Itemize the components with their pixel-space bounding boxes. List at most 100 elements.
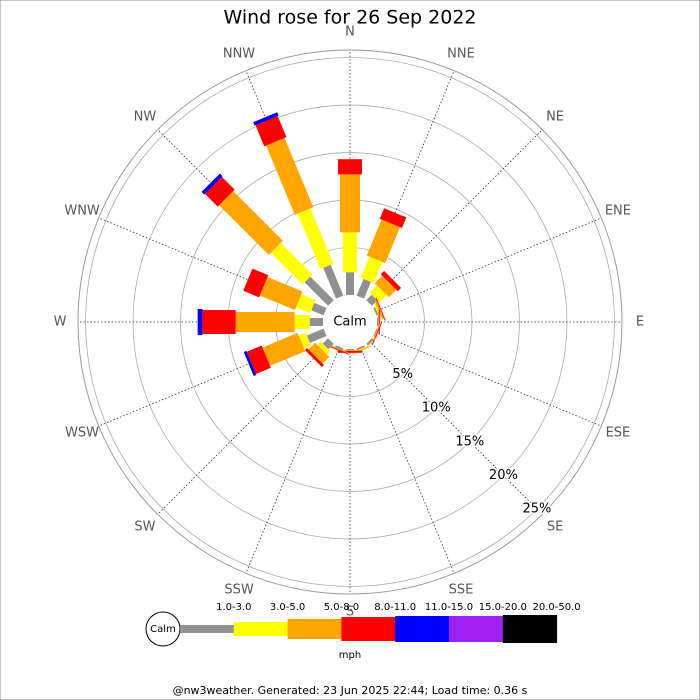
bar-segment bbox=[375, 298, 386, 321]
bar-segment bbox=[366, 219, 401, 264]
ring-label: 10% bbox=[422, 401, 451, 416]
legend-swatch bbox=[502, 615, 558, 643]
legend-label: 5.0-8.0 bbox=[324, 602, 359, 613]
bar-segment bbox=[266, 137, 314, 215]
spoke bbox=[98, 331, 326, 427]
spoke bbox=[368, 129, 543, 304]
ring-label: 5% bbox=[392, 367, 413, 382]
bar-segment bbox=[262, 332, 306, 366]
legend-swatch bbox=[341, 617, 396, 641]
direction-label: NW bbox=[134, 109, 157, 124]
ring bbox=[180, 152, 520, 492]
unit-label: mph bbox=[339, 650, 361, 661]
legend-label: 20.0-50.0 bbox=[533, 602, 581, 613]
ring-label: 15% bbox=[455, 434, 484, 449]
bar-segment bbox=[202, 310, 236, 334]
bar-segment bbox=[297, 208, 334, 270]
legend-swatch bbox=[395, 616, 450, 642]
direction-label: ESE bbox=[606, 425, 631, 440]
footer: @nw3weather. Generated: 23 Jun 2025 22:4… bbox=[173, 684, 528, 697]
bar-segment bbox=[340, 174, 360, 233]
legend-label: 8.0-11.0 bbox=[374, 602, 416, 613]
bar-segment bbox=[253, 112, 279, 126]
direction-label: NNW bbox=[223, 47, 255, 62]
bar-segment bbox=[201, 173, 223, 195]
direction-label: ENE bbox=[605, 204, 631, 219]
bar-segment bbox=[373, 307, 379, 316]
legend-swatch bbox=[287, 619, 342, 639]
bar-segment bbox=[219, 191, 283, 255]
legend-label: 1.0-3.0 bbox=[216, 602, 251, 613]
bar-segment bbox=[309, 318, 323, 326]
bar-segment bbox=[243, 268, 269, 298]
bar-segment bbox=[270, 242, 313, 285]
bar-segment bbox=[322, 338, 334, 350]
legend-label: 15.0-20.0 bbox=[479, 602, 527, 613]
bar-segment bbox=[329, 344, 349, 354]
bar-segment bbox=[294, 315, 310, 329]
direction-label: WNW bbox=[64, 204, 100, 219]
spoke bbox=[368, 340, 543, 515]
bar-segment bbox=[304, 348, 324, 368]
direction-label: NNE bbox=[447, 47, 475, 62]
bar-segment bbox=[255, 116, 287, 147]
bar-segment bbox=[366, 338, 374, 346]
bar-segment bbox=[366, 294, 378, 306]
spoke bbox=[157, 340, 332, 515]
direction-label: SSE bbox=[449, 582, 474, 597]
bar-segment bbox=[343, 232, 357, 273]
bar-segment bbox=[308, 342, 330, 364]
bar-segment bbox=[317, 341, 331, 355]
spoke bbox=[359, 346, 455, 574]
bar-segment bbox=[338, 350, 362, 353]
bar-segment bbox=[327, 344, 350, 356]
spoke bbox=[374, 217, 602, 313]
bar-segment bbox=[259, 276, 303, 311]
legend-calm-label: Calm bbox=[150, 624, 176, 635]
bar-segment bbox=[373, 328, 378, 337]
legend-label: 3.0-5.0 bbox=[270, 602, 305, 613]
legend-swatch bbox=[180, 625, 235, 633]
bar-segment bbox=[371, 323, 381, 343]
spoke bbox=[359, 70, 455, 298]
bar-segment bbox=[235, 312, 295, 332]
bar-segment bbox=[346, 272, 354, 295]
bar-segment bbox=[306, 328, 327, 343]
direction-label: E bbox=[636, 315, 644, 330]
direction-label: W bbox=[54, 315, 67, 330]
direction-label: S bbox=[346, 605, 354, 620]
bar-segment bbox=[360, 256, 383, 284]
bar-segment bbox=[204, 176, 235, 207]
spoke bbox=[374, 331, 602, 427]
direction-label: N bbox=[345, 25, 355, 40]
direction-label: SE bbox=[547, 520, 563, 535]
bar-segment bbox=[374, 300, 385, 320]
chart-title: Wind rose for 26 Sep 2022 bbox=[223, 7, 476, 29]
ring bbox=[85, 57, 615, 587]
outer-ring bbox=[77, 49, 623, 595]
spoke bbox=[245, 346, 341, 574]
bar-segment bbox=[311, 302, 327, 316]
direction-label: NE bbox=[546, 109, 564, 124]
bar-segment bbox=[374, 275, 397, 298]
ring-label: 25% bbox=[523, 501, 552, 516]
bar-segment bbox=[296, 294, 316, 314]
bar-segment bbox=[298, 332, 312, 349]
bar-segment bbox=[197, 309, 203, 335]
bar-segment bbox=[304, 276, 334, 306]
bar-segment bbox=[243, 350, 257, 376]
spoke bbox=[98, 217, 326, 313]
bar-segment bbox=[246, 345, 271, 374]
legend-swatch bbox=[449, 616, 504, 642]
direction-label: WSW bbox=[65, 425, 99, 440]
bar-segment bbox=[356, 278, 371, 299]
ring-label: 20% bbox=[489, 468, 518, 483]
calm-circle bbox=[325, 297, 375, 347]
bar-segment bbox=[356, 345, 365, 351]
bar-segment bbox=[379, 208, 407, 228]
direction-label: SW bbox=[134, 520, 155, 535]
bar-segment bbox=[340, 349, 360, 351]
bar-segment bbox=[346, 349, 354, 350]
legend-label: 11.0-15.0 bbox=[425, 602, 473, 613]
